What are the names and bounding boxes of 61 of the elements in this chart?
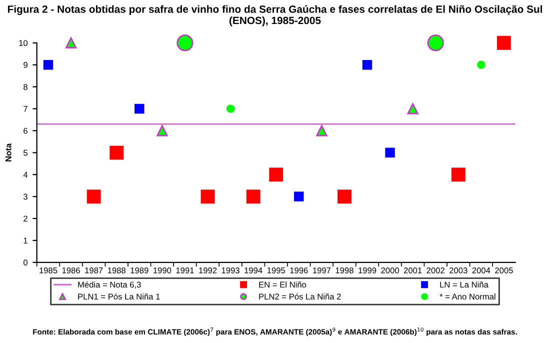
- legend-label: PLN1 = Pós La Niña 1: [78, 293, 160, 300]
- x-tick-label: 1987: [85, 267, 103, 274]
- legend-label: LN = La Niña: [440, 281, 488, 288]
- point: [156, 125, 168, 136]
- x-tick-label: 1999: [358, 267, 376, 274]
- point: [246, 190, 260, 204]
- x-tick-label: 2000: [381, 267, 399, 274]
- point: [110, 146, 124, 160]
- chart-title: Figura 2 - Notas obtidas por safra de vinho fino da Serra Gaúcha e fases correlatas de El Niño Oscilação Sul (ENOS), 1985-2005: [8, 5, 542, 26]
- point: [43, 60, 54, 70]
- point: [407, 103, 418, 114]
- x-tick-label: 1995: [267, 267, 286, 274]
- x-tick-label: 1990: [154, 267, 172, 274]
- x-tick-label: 1986: [62, 267, 80, 274]
- point: [385, 148, 395, 158]
- point: [316, 125, 328, 136]
- x-tick-label: 1993: [222, 267, 240, 274]
- x-tick-label: 1989: [130, 267, 148, 274]
- y-axis-title: Nota: [6, 143, 12, 162]
- point: [477, 60, 486, 69]
- point: [497, 36, 511, 50]
- y-tick-label: 10: [19, 40, 28, 46]
- x-tick-label: 1991: [176, 267, 194, 274]
- legend-label: Média = Nota 6,3: [78, 281, 141, 289]
- legend-label: * = Ano Normal: [440, 293, 496, 300]
- point: [86, 190, 101, 204]
- x-tick-label: 1988: [108, 267, 126, 274]
- y-tick-label: 4: [23, 172, 28, 178]
- y-tick-label: 3: [24, 194, 28, 200]
- legend-label: EN = El Niño: [259, 281, 306, 288]
- legend-label: PLN2 = Pós La Niña 2: [259, 293, 341, 300]
- point: [200, 190, 215, 204]
- y-tick-label: 0: [24, 260, 28, 266]
- y-tick-label: 1: [24, 238, 28, 244]
- x-tick-label: 1998: [336, 267, 354, 274]
- x-tick-label: 1985: [40, 267, 58, 274]
- point: [362, 60, 372, 70]
- x-tick-label: 1994: [244, 267, 262, 274]
- x-tick-label: 2004: [472, 267, 490, 274]
- x-tick-label: 2005: [495, 267, 513, 274]
- point: [338, 190, 352, 204]
- x-tick-label: 2001: [404, 267, 422, 274]
- y-tick-label: 8: [24, 84, 28, 90]
- y-tick-label: 2: [24, 216, 28, 222]
- x-tick-label: 1992: [199, 267, 217, 274]
- x-tick-label: 1997: [313, 267, 331, 274]
- y-tick-label: 5: [24, 150, 28, 156]
- y-tick-label: 6: [24, 128, 28, 134]
- point: [269, 168, 284, 182]
- point: [65, 37, 77, 48]
- y-tick-label: 9: [24, 62, 28, 68]
- point: [427, 34, 444, 52]
- point: [176, 34, 194, 52]
- point: [451, 168, 466, 182]
- y-tick-label: 7: [24, 106, 28, 112]
- point: [294, 192, 304, 202]
- x-tick-label: 1996: [290, 267, 308, 274]
- point: [226, 104, 235, 113]
- x-tick-label: 2003: [450, 267, 468, 274]
- x-tick-label: 2002: [426, 267, 444, 274]
- point: [134, 104, 144, 114]
